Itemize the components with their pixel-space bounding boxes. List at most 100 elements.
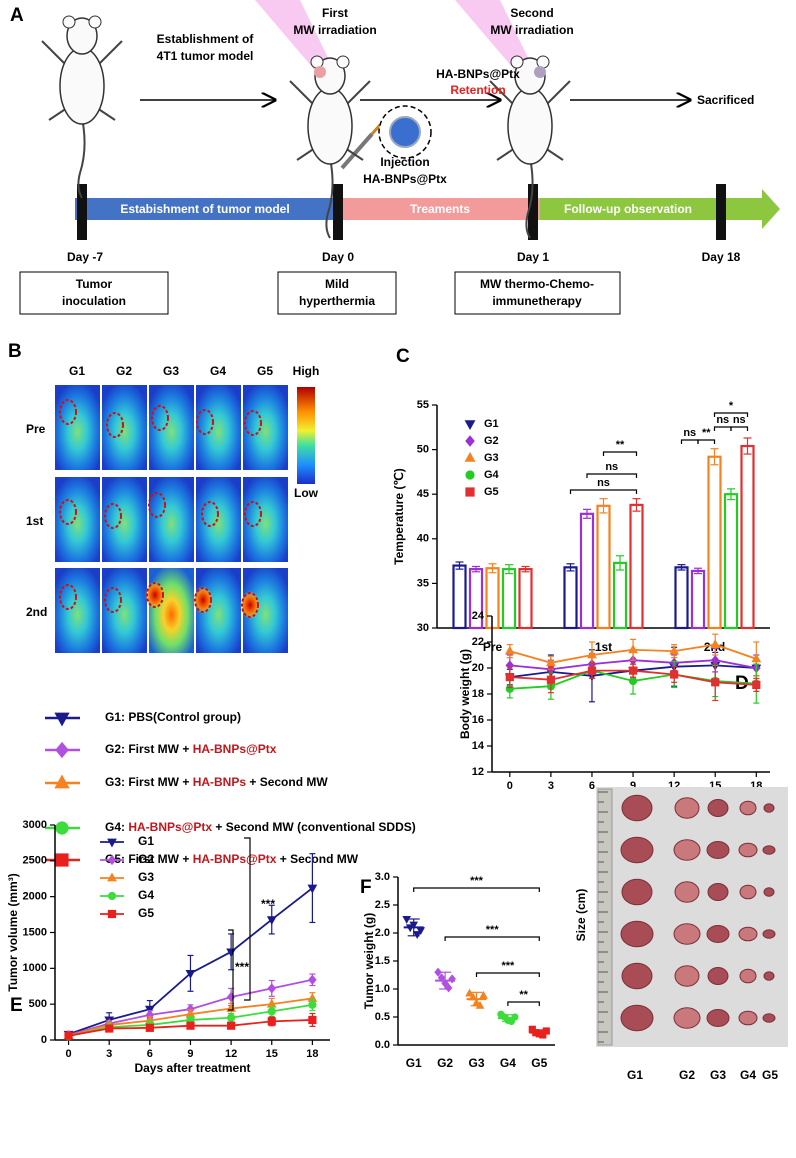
marker <box>751 653 762 663</box>
panel-label: B <box>8 341 22 362</box>
legend-marker <box>55 741 69 759</box>
mouse <box>41 15 123 199</box>
legend-label: G1 <box>484 418 499 430</box>
tumor <box>762 1013 776 1023</box>
marker <box>444 983 453 993</box>
legend-marker <box>464 420 476 431</box>
bar <box>723 493 739 630</box>
legend-text: G5: First MW + HA-BNPs@Ptx + Second MW <box>105 852 359 866</box>
marker <box>670 670 679 679</box>
x-tick-label: 3 <box>548 780 554 792</box>
tumor <box>739 800 757 816</box>
thermal-image <box>243 385 288 470</box>
bar <box>501 568 517 630</box>
panel-label: E <box>10 995 23 1016</box>
tumor <box>762 845 776 855</box>
tumor <box>707 883 729 901</box>
x-tick-label: G5 <box>531 1056 547 1070</box>
step-text: Establishment of <box>157 32 255 46</box>
y-tick-label: 1.0 <box>375 983 390 995</box>
marker <box>587 666 597 675</box>
bar <box>690 569 706 630</box>
marker <box>434 967 442 977</box>
day-label: Day 1 <box>517 250 549 264</box>
y-tick-label: 2.5 <box>375 899 390 911</box>
y-tick-label: 30 <box>417 622 429 634</box>
marker <box>504 645 515 655</box>
bar <box>563 566 578 630</box>
thermal-image <box>196 385 241 470</box>
hot-spot <box>240 591 260 619</box>
legend-part: HA-BNPs@Ptx <box>193 852 277 866</box>
thermal-image <box>102 568 147 653</box>
legend-label: G2 <box>484 435 499 447</box>
significance-label: ns <box>597 477 610 489</box>
x-tick-label: 9 <box>630 780 636 792</box>
mouse-body <box>507 87 553 165</box>
significance-label: *** <box>486 924 500 936</box>
marker <box>448 974 456 984</box>
group-label: G3 <box>163 364 179 378</box>
legend-text: G2: First MW + HA-BNPs@Ptx <box>105 742 277 756</box>
significance-bracket <box>602 451 638 456</box>
significance-label: ns <box>716 414 729 426</box>
drug-text: HA-BNPs@Ptx <box>436 67 520 81</box>
group-label: G4 <box>210 364 226 378</box>
significance-bracket <box>697 439 716 444</box>
tumor-outline <box>244 410 262 436</box>
marker <box>479 990 488 999</box>
box-text: Mild <box>325 277 349 291</box>
legend-label: G2 <box>138 852 154 866</box>
legend-marker <box>465 470 475 480</box>
marker <box>711 678 720 687</box>
marker <box>105 1024 114 1033</box>
legend-marker <box>465 487 475 497</box>
marker <box>307 884 318 894</box>
mouse-ear <box>62 15 76 29</box>
thermal-image <box>149 477 194 562</box>
photo-group-label: G3 <box>710 1068 726 1082</box>
y-tick-label: 0 <box>41 1034 47 1046</box>
significance-bracket <box>713 412 749 417</box>
tumor-outline <box>151 405 169 431</box>
phase-label: Follow-up observation <box>564 202 692 216</box>
significance-label: *** <box>501 960 515 972</box>
marker <box>64 1031 73 1040</box>
x-tick-label: 15 <box>266 1048 278 1060</box>
y-tick-label: 3000 <box>23 819 47 831</box>
group-label: G5 <box>257 364 273 378</box>
panel-label: F <box>360 877 372 898</box>
marker <box>505 672 514 682</box>
bar <box>707 455 722 630</box>
x-tick-label: 6 <box>147 1048 153 1060</box>
tumor-outline <box>148 492 166 518</box>
tumor <box>763 887 775 897</box>
legend-label: G1 <box>138 834 154 848</box>
photo-group-label: G5 <box>762 1068 778 1082</box>
legend-marker <box>107 872 117 882</box>
box-text: inoculation <box>62 294 126 308</box>
hot-spot <box>145 581 165 609</box>
tumor <box>739 968 757 984</box>
marker <box>628 676 638 686</box>
significance-bracket <box>444 936 540 941</box>
x-tick-label: 0 <box>507 780 513 792</box>
y-tick-label: 16 <box>472 714 484 726</box>
tumor <box>673 1007 701 1029</box>
bar <box>629 503 644 630</box>
legend-label: G4 <box>138 888 154 902</box>
y-tick-label: 500 <box>29 998 47 1010</box>
y-axis-title: Temperature (℃) <box>392 468 406 565</box>
marker <box>308 1000 317 1009</box>
injection-text: Injection <box>380 155 429 169</box>
mouse-body <box>307 87 353 165</box>
significance-label: *** <box>235 960 249 974</box>
tumor <box>739 884 757 900</box>
significance-bracket <box>586 473 638 478</box>
y-tick-label: 22 <box>472 636 484 648</box>
marker <box>308 1015 317 1025</box>
tumor-outline <box>196 409 214 435</box>
x-tick-label: 6 <box>589 780 595 792</box>
bar <box>674 566 689 630</box>
legend-text: G1: PBS(Control group) <box>105 710 241 724</box>
